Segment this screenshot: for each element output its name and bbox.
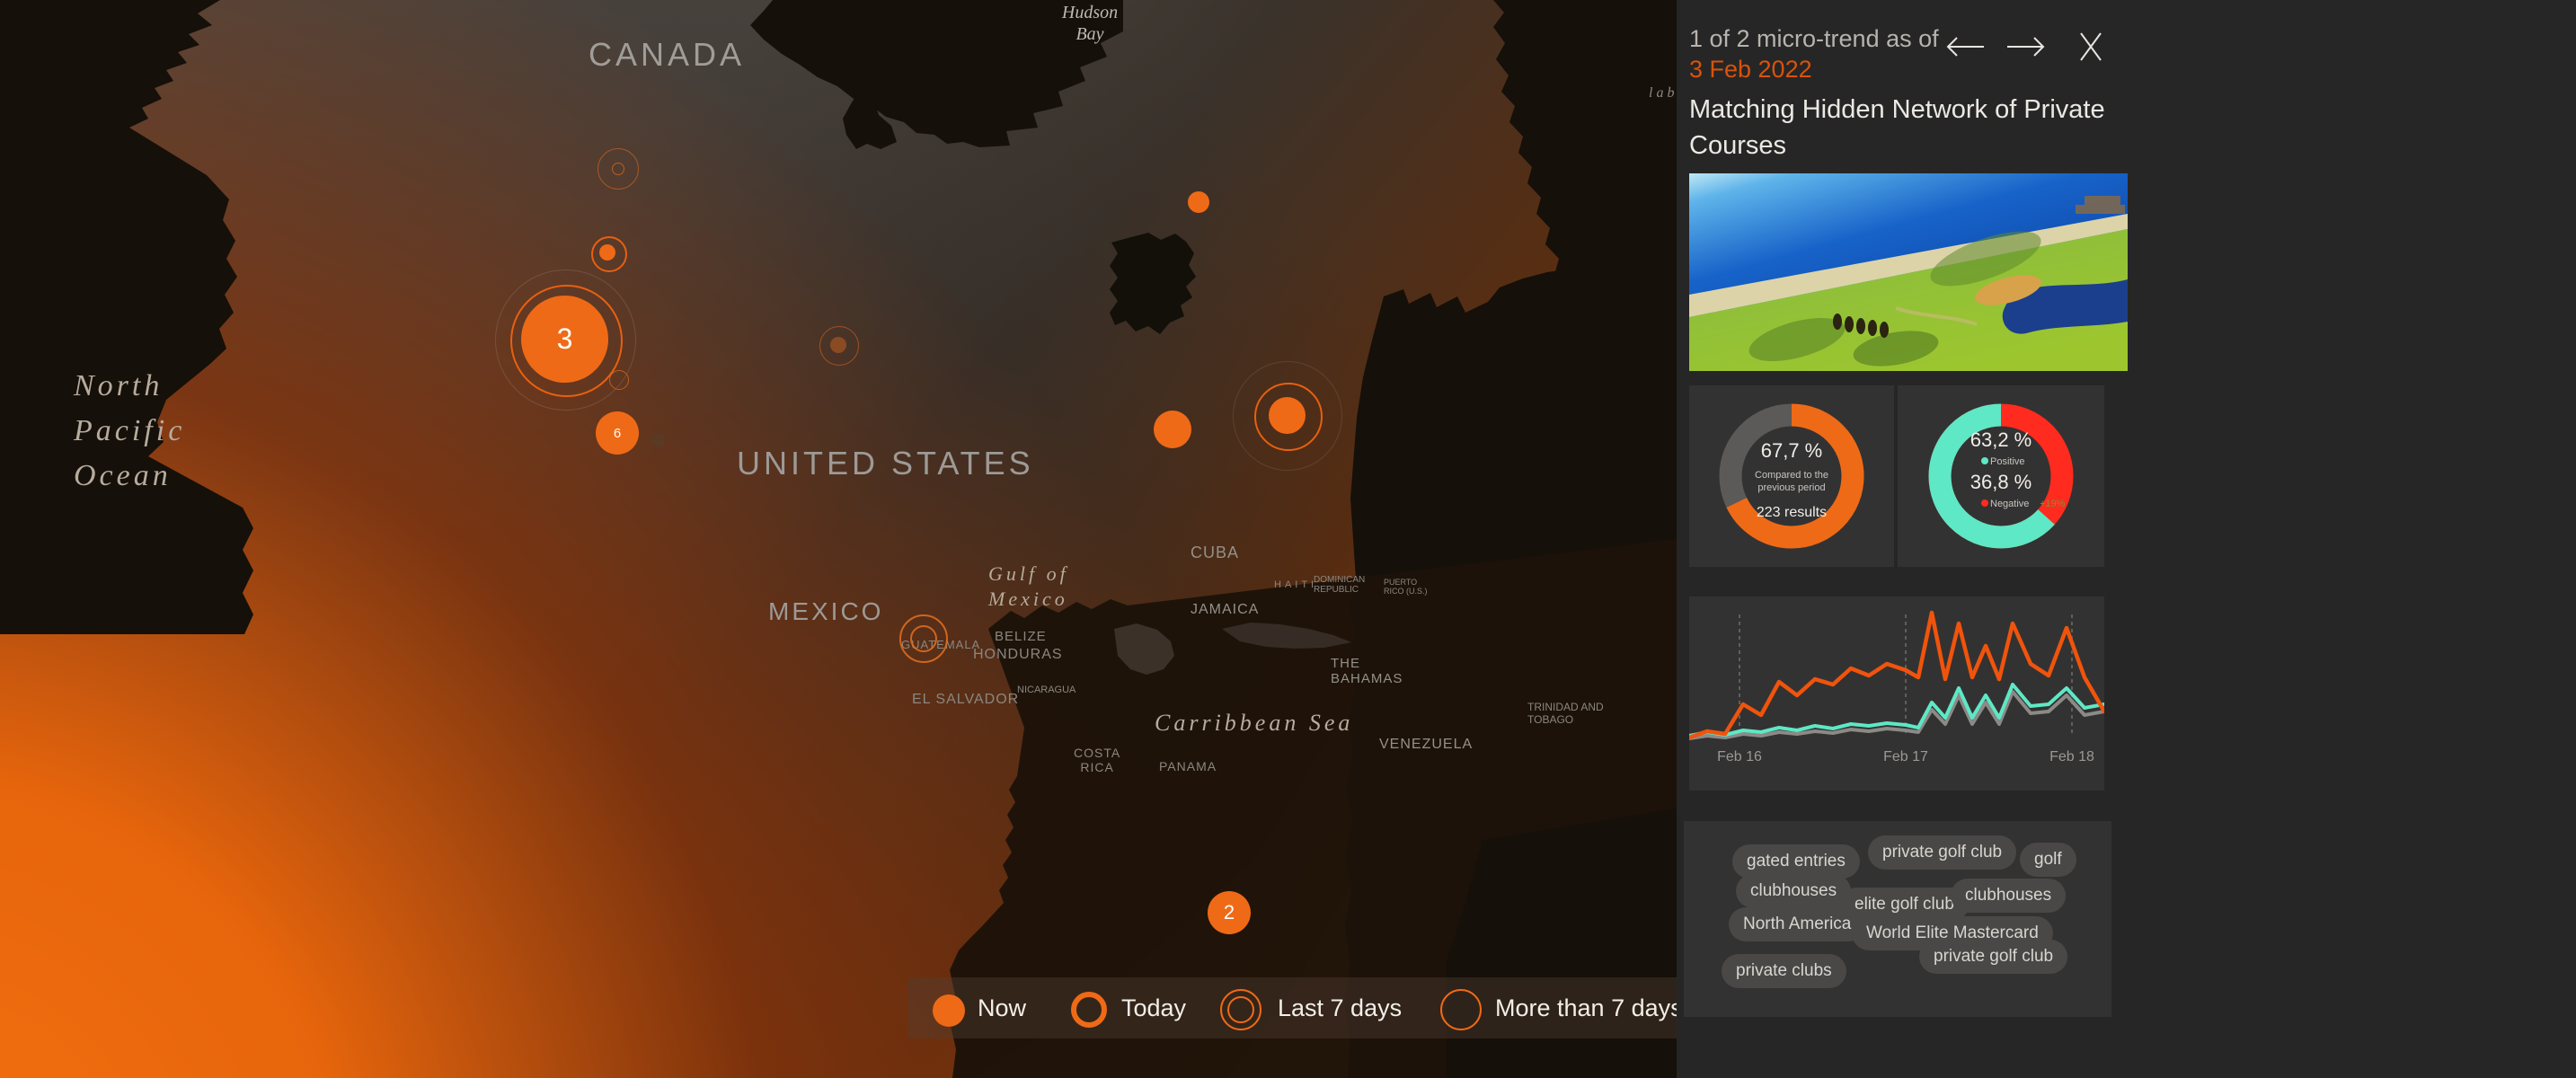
svg-text:+19%: +19% bbox=[2040, 499, 2066, 509]
svg-text:223 results: 223 results bbox=[1757, 505, 1827, 520]
svg-text:Positive: Positive bbox=[1990, 456, 2025, 467]
svg-text:67,7 %: 67,7 % bbox=[1761, 439, 1823, 462]
svg-text:Compared to the: Compared to the bbox=[1755, 470, 1828, 481]
svg-text:36,8 %: 36,8 % bbox=[1970, 471, 2032, 493]
svg-text:Feb 16: Feb 16 bbox=[1717, 749, 1762, 764]
svg-text:Feb 18: Feb 18 bbox=[2049, 749, 2094, 764]
svg-text:Feb 17: Feb 17 bbox=[1883, 749, 1928, 764]
svg-text:previous period: previous period bbox=[1757, 482, 1825, 493]
svg-text:Negative: Negative bbox=[1990, 499, 2029, 509]
svg-text:63,2 %: 63,2 % bbox=[1970, 429, 2032, 451]
